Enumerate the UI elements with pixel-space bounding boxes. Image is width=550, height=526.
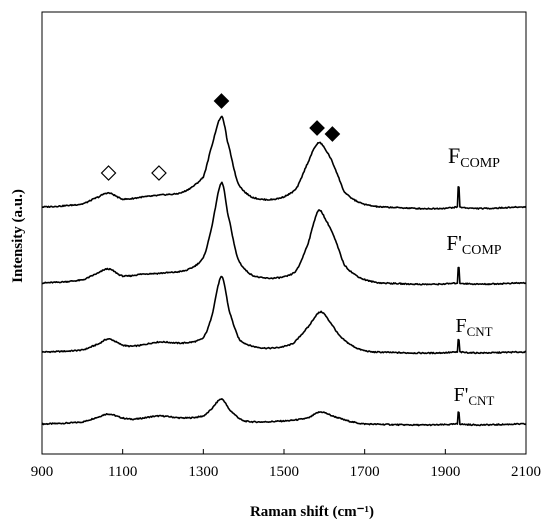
series-group [41, 115, 527, 427]
series-label: F'CNT [454, 384, 495, 408]
series-line [41, 115, 527, 210]
series-label-main: F [448, 143, 460, 168]
marker-group [100, 93, 341, 181]
series-label-main: F [455, 315, 466, 337]
series-label-main: F' [454, 384, 469, 406]
y-axis-title: Intensity (a.u.) [10, 189, 26, 283]
series-label: FCOMP [448, 143, 500, 171]
x-axis-title: Raman shift (cm⁻¹) [250, 504, 374, 520]
filled-diamond-marker [309, 120, 325, 136]
filled-diamond-marker [213, 93, 230, 109]
series-label-sub: COMP [460, 156, 500, 171]
series-label: F'COMP [446, 231, 501, 258]
open-diamond-marker [100, 165, 117, 181]
filled-diamond-marker [324, 126, 341, 142]
x-tick-label: 900 [31, 464, 54, 480]
series-label: FCNT [455, 315, 492, 339]
x-tick-label: 1700 [350, 464, 380, 480]
x-tick-label: 1300 [188, 464, 218, 480]
series-label-main: F' [446, 231, 461, 255]
series-label-sub: CNT [468, 393, 494, 408]
open-diamond-marker [151, 165, 167, 181]
series-line [41, 181, 527, 286]
x-tick-label: 1500 [269, 464, 299, 480]
x-tick-label: 1100 [108, 464, 137, 480]
series-line [41, 398, 527, 427]
series-label-sub: CNT [467, 324, 493, 339]
x-tick-group: 900 1100 1300 1500 1700 1900 2100 [31, 449, 541, 480]
x-tick-label: 1900 [430, 464, 460, 480]
series-line [41, 275, 527, 355]
series-label-sub: COMP [462, 243, 502, 258]
x-tick-label: 2100 [511, 464, 541, 480]
